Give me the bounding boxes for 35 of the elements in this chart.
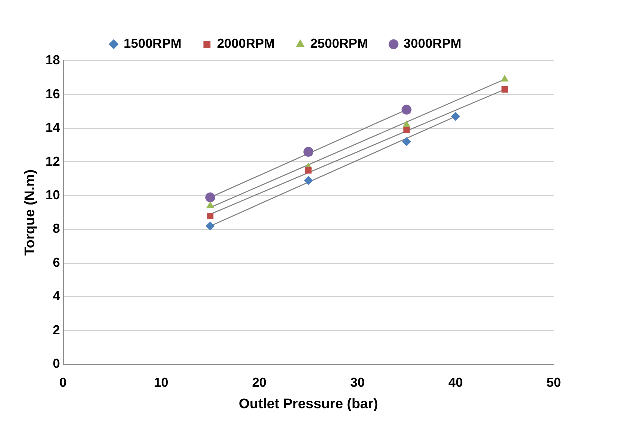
point xyxy=(304,176,314,186)
y-tick-label: 2 xyxy=(53,322,60,338)
y-tick-label: 18 xyxy=(46,52,60,68)
y-axis-title: Torque (N.m) xyxy=(21,170,38,256)
y-tick-label: 6 xyxy=(53,254,60,270)
point xyxy=(502,86,508,93)
y-tick-label: 16 xyxy=(46,86,60,102)
y-tick-label: 4 xyxy=(53,288,62,304)
y-tick-label: 14 xyxy=(46,120,62,136)
point xyxy=(451,112,460,122)
point xyxy=(206,222,215,231)
point xyxy=(305,167,312,174)
point xyxy=(205,192,216,203)
x-tick-label: 10 xyxy=(154,374,169,390)
x-tick-label: 30 xyxy=(350,374,365,390)
legend-label: 2500RPM xyxy=(310,36,368,52)
point xyxy=(304,147,314,158)
x-tick-label: 20 xyxy=(252,374,267,390)
y-tick-label: 0 xyxy=(53,356,60,372)
point xyxy=(404,126,410,134)
y-tick-label: 8 xyxy=(53,221,60,236)
legend-label: 1500RPM xyxy=(124,36,182,52)
legend-label: 2000RPM xyxy=(217,36,276,52)
legend-label: 3000RPM xyxy=(404,36,462,52)
x-tick-label: 40 xyxy=(448,374,464,390)
x-tick-label: 50 xyxy=(546,374,562,390)
point xyxy=(402,137,412,146)
point xyxy=(207,212,214,220)
point xyxy=(402,120,411,128)
y-tick-label: 10 xyxy=(46,188,60,203)
point xyxy=(206,202,214,208)
point xyxy=(402,104,412,115)
point xyxy=(501,75,509,82)
y-tick-label: 12 xyxy=(46,154,60,169)
x-axis-title: Outlet Pressure (bar) xyxy=(238,395,378,412)
